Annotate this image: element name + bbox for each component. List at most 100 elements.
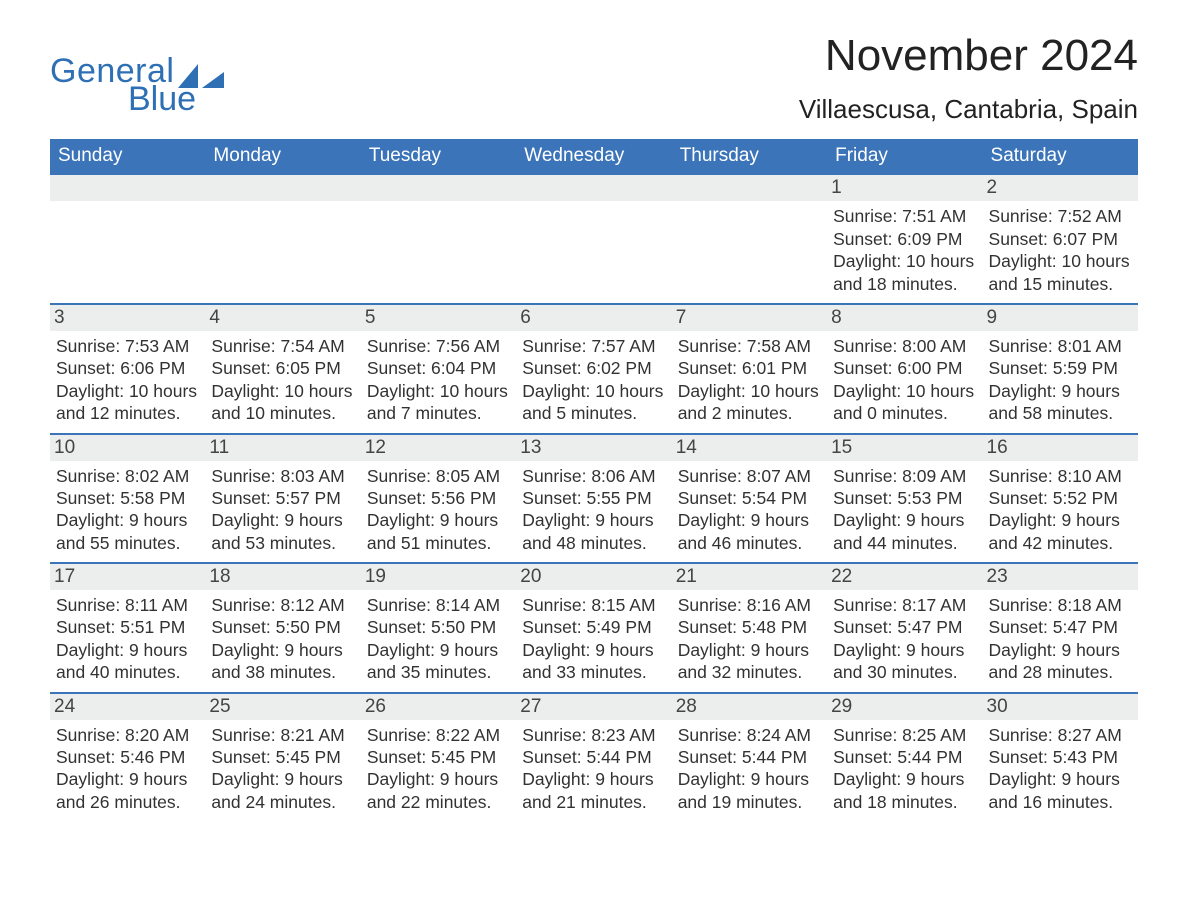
- sunset-line: Sunset: 5:46 PM: [56, 746, 199, 768]
- daylight-line: Daylight: 9 hours and 24 minutes.: [211, 768, 354, 813]
- day-number-bar: [361, 173, 516, 201]
- sunset-line: Sunset: 5:54 PM: [678, 487, 821, 509]
- sunset-line: Sunset: 5:45 PM: [211, 746, 354, 768]
- calendar-cell: 8Sunrise: 8:00 AMSunset: 6:00 PMDaylight…: [827, 303, 982, 433]
- sunrise-line: Sunrise: 8:23 AM: [522, 724, 665, 746]
- daylight-line: Daylight: 10 hours and 15 minutes.: [989, 250, 1132, 295]
- daylight-line: Daylight: 9 hours and 55 minutes.: [56, 509, 199, 554]
- sunset-line: Sunset: 5:53 PM: [833, 487, 976, 509]
- sunrise-line: Sunrise: 8:09 AM: [833, 465, 976, 487]
- sunset-line: Sunset: 6:07 PM: [989, 228, 1132, 250]
- sunrise-line: Sunrise: 8:00 AM: [833, 335, 976, 357]
- sunset-line: Sunset: 5:43 PM: [989, 746, 1132, 768]
- sunset-line: Sunset: 6:06 PM: [56, 357, 199, 379]
- calendar-cell-empty: [361, 173, 516, 303]
- sunset-line: Sunset: 6:01 PM: [678, 357, 821, 379]
- day-number: 19: [361, 562, 516, 590]
- daylight-line: Daylight: 9 hours and 18 minutes.: [833, 768, 976, 813]
- weekday-header: Friday: [827, 139, 982, 173]
- day-number: 30: [983, 692, 1138, 720]
- daylight-line: Daylight: 9 hours and 26 minutes.: [56, 768, 199, 813]
- weekday-header: Saturday: [983, 139, 1138, 173]
- sunset-line: Sunset: 6:04 PM: [367, 357, 510, 379]
- daylight-line: Daylight: 9 hours and 40 minutes.: [56, 639, 199, 684]
- daylight-line: Daylight: 9 hours and 30 minutes.: [833, 639, 976, 684]
- day-number: 3: [50, 303, 205, 331]
- sunrise-line: Sunrise: 7:57 AM: [522, 335, 665, 357]
- day-number-bar: [516, 173, 671, 201]
- day-number: 13: [516, 433, 671, 461]
- sunrise-line: Sunrise: 8:24 AM: [678, 724, 821, 746]
- logo: General Blue: [50, 54, 224, 116]
- sunset-line: Sunset: 5:56 PM: [367, 487, 510, 509]
- sunrise-line: Sunrise: 8:15 AM: [522, 594, 665, 616]
- weekday-header: Thursday: [672, 139, 827, 173]
- day-number: 27: [516, 692, 671, 720]
- sunset-line: Sunset: 5:47 PM: [833, 616, 976, 638]
- calendar-week-row: 10Sunrise: 8:02 AMSunset: 5:58 PMDayligh…: [50, 433, 1138, 563]
- day-number: 21: [672, 562, 827, 590]
- calendar-cell: 4Sunrise: 7:54 AMSunset: 6:05 PMDaylight…: [205, 303, 360, 433]
- calendar-cell: 11Sunrise: 8:03 AMSunset: 5:57 PMDayligh…: [205, 433, 360, 563]
- daylight-line: Daylight: 9 hours and 33 minutes.: [522, 639, 665, 684]
- calendar-cell: 20Sunrise: 8:15 AMSunset: 5:49 PMDayligh…: [516, 562, 671, 692]
- daylight-line: Daylight: 9 hours and 48 minutes.: [522, 509, 665, 554]
- calendar-cell: 12 Sunrise: 8:05 AMSunset: 5:56 PMDayligh…: [361, 433, 516, 563]
- sunrise-line: Sunrise: 7:56 AM: [367, 335, 510, 357]
- day-number: 11: [205, 433, 360, 461]
- sunrise-line: Sunrise: 8:01 AM: [989, 335, 1132, 357]
- calendar-week-row: 17Sunrise: 8:11 AMSunset: 5:51 PMDayligh…: [50, 562, 1138, 692]
- day-number-bar: [672, 173, 827, 201]
- sunrise-line: Sunrise: 8:07 AM: [678, 465, 821, 487]
- calendar-cell: 1Sunrise: 7:51 AMSunset: 6:09 PMDaylight…: [827, 173, 982, 303]
- daylight-line: Daylight: 9 hours and 58 minutes.: [989, 380, 1132, 425]
- calendar-cell: 26Sunrise: 8:22 AMSunset: 5:45 PMDayligh…: [361, 692, 516, 822]
- daylight-line: Daylight: 9 hours and 44 minutes.: [833, 509, 976, 554]
- day-number: 25: [205, 692, 360, 720]
- day-number: 18: [205, 562, 360, 590]
- day-number: 9: [983, 303, 1138, 331]
- day-number: 1: [827, 173, 982, 201]
- sunset-line: Sunset: 5:44 PM: [522, 746, 665, 768]
- calendar-body: 1 Sunrise: 7:51 AMSunset: 6:09 PM Daylight…: [50, 173, 1138, 821]
- calendar-cell: 13 Sunrise: 8:06 AMSunset: 5:55 PMDayligh…: [516, 433, 671, 563]
- day-number: 7: [672, 303, 827, 331]
- sunrise-line: Sunrise: 8:06 AM: [522, 465, 665, 487]
- sunrise-line: Sunrise: 8:02 AM: [56, 465, 199, 487]
- sunrise-line: Sunrise: 8:18 AM: [989, 594, 1132, 616]
- calendar-cell-empty: [672, 173, 827, 303]
- daylight-line: Daylight: 10 hours and 7 minutes.: [367, 380, 510, 425]
- calendar-cell: 19Sunrise: 8:14 AMSunset: 5:50 PMDayligh…: [361, 562, 516, 692]
- page-title: November 2024: [799, 32, 1138, 80]
- sunset-line: Sunset: 5:50 PM: [367, 616, 510, 638]
- sunset-line: Sunset: 6:09 PM: [833, 228, 976, 250]
- sunrise-line: Sunrise: 7:51 AM: [833, 205, 976, 227]
- calendar-cell: 15 Sunrise: 8:09 AMSunset: 5:53 PMDayligh…: [827, 433, 982, 563]
- daylight-line: Daylight: 9 hours and 22 minutes.: [367, 768, 510, 813]
- calendar-cell: 23Sunrise: 8:18 AMSunset: 5:47 PMDayligh…: [983, 562, 1138, 692]
- sunset-line: Sunset: 5:45 PM: [367, 746, 510, 768]
- calendar-table: SundayMondayTuesdayWednesdayThursdayFrid…: [50, 139, 1138, 821]
- sunrise-line: Sunrise: 8:05 AM: [367, 465, 510, 487]
- daylight-line: Daylight: 9 hours and 16 minutes.: [989, 768, 1132, 813]
- calendar-week-row: 1 Sunrise: 7:51 AMSunset: 6:09 PM Daylight…: [50, 173, 1138, 303]
- sunset-line: Sunset: 5:51 PM: [56, 616, 199, 638]
- day-number: 15: [827, 433, 982, 461]
- calendar-cell: 27 Sunrise: 8:23 AMSunset: 5:44 PMDayligh…: [516, 692, 671, 822]
- sunset-line: Sunset: 5:55 PM: [522, 487, 665, 509]
- day-number: 6: [516, 303, 671, 331]
- day-number: 22: [827, 562, 982, 590]
- sunset-line: Sunset: 6:05 PM: [211, 357, 354, 379]
- calendar-cell-empty: [516, 173, 671, 303]
- sunset-line: Sunset: 5:59 PM: [989, 357, 1132, 379]
- daylight-line: Daylight: 9 hours and 51 minutes.: [367, 509, 510, 554]
- day-number: 12: [361, 433, 516, 461]
- calendar-cell-empty: [50, 173, 205, 303]
- daylight-line: Daylight: 9 hours and 28 minutes.: [989, 639, 1132, 684]
- sunset-line: Sunset: 5:49 PM: [522, 616, 665, 638]
- sunrise-line: Sunrise: 7:54 AM: [211, 335, 354, 357]
- calendar-cell: 18Sunrise: 8:12 AMSunset: 5:50 PMDayligh…: [205, 562, 360, 692]
- sunrise-line: Sunrise: 8:17 AM: [833, 594, 976, 616]
- sunset-line: Sunset: 5:47 PM: [989, 616, 1132, 638]
- daylight-line: Daylight: 9 hours and 21 minutes.: [522, 768, 665, 813]
